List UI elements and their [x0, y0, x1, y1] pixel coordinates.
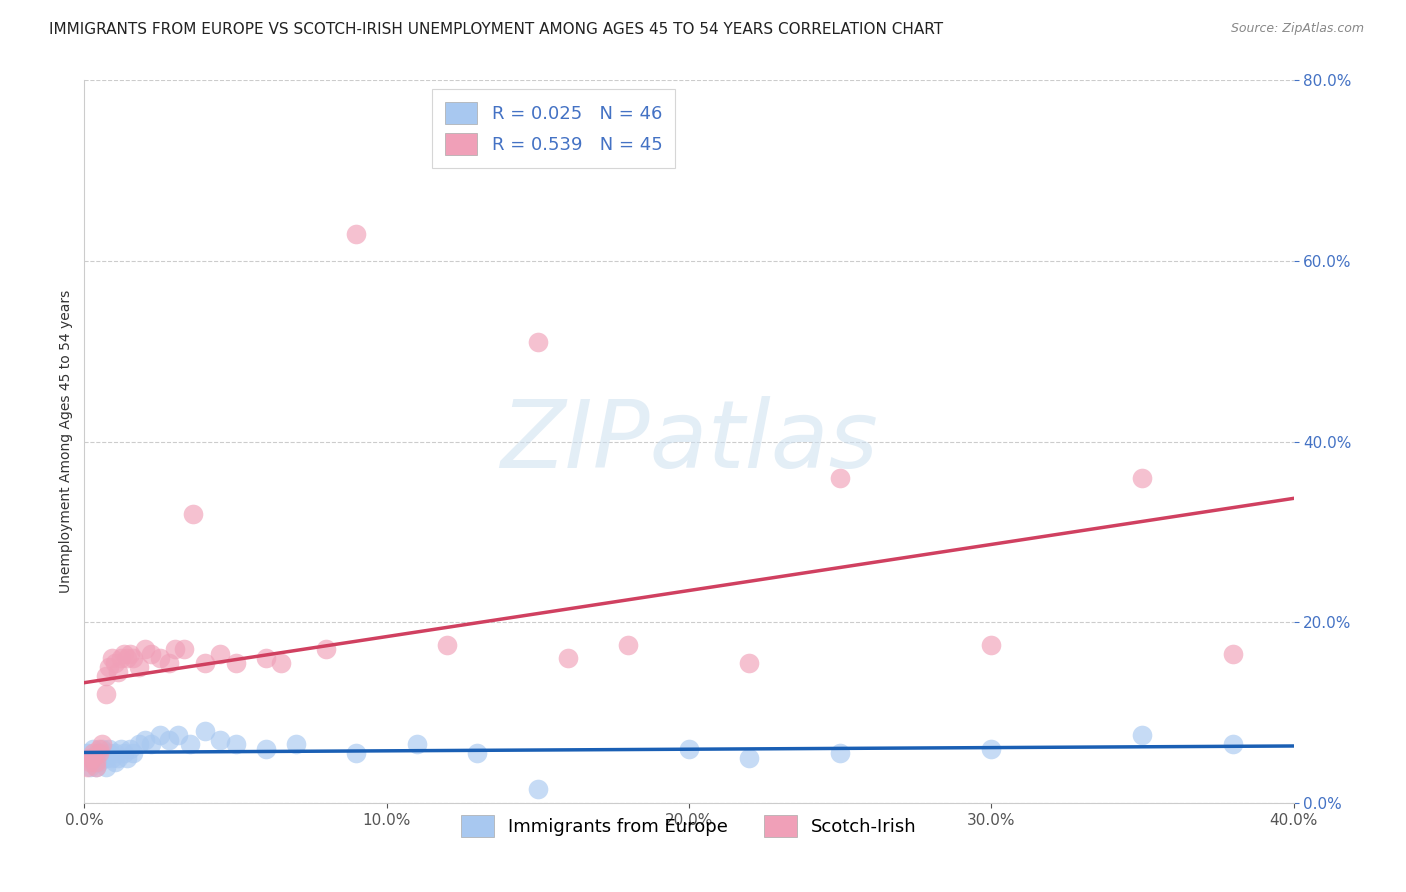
Point [89, 746, 111, 760]
Point [115, 651, 138, 665]
Point [94, 687, 117, 701]
Point [1130, 728, 1153, 742]
Point [346, 746, 368, 760]
Point [94, 750, 117, 764]
Point [82, 750, 104, 764]
Point [89, 746, 111, 760]
Point [100, 651, 122, 665]
Point [285, 737, 308, 751]
Point [406, 737, 429, 751]
Point [1222, 737, 1244, 751]
Point [165, 642, 187, 657]
Point [527, 335, 550, 350]
Point [107, 665, 129, 679]
Point [82, 741, 104, 756]
Point [97, 660, 120, 674]
Point [121, 746, 143, 760]
Point [94, 669, 117, 683]
Point [467, 746, 489, 760]
Point [82, 746, 104, 760]
Point [225, 656, 247, 670]
Point [346, 227, 368, 241]
Point [738, 750, 761, 764]
Point [617, 638, 640, 652]
Point [527, 782, 550, 797]
Legend: Immigrants from Europe, Scotch-Irish: Immigrants from Europe, Scotch-Irish [454, 808, 924, 845]
Point [225, 737, 247, 751]
Y-axis label: Unemployment Among Ages 45 to 54 years: Unemployment Among Ages 45 to 54 years [59, 290, 73, 593]
Point [79, 755, 101, 769]
Point [149, 728, 172, 742]
Point [110, 741, 132, 756]
Point [134, 642, 156, 657]
Point [738, 656, 761, 670]
Point [112, 647, 135, 661]
Text: IMMIGRANTS FROM EUROPE VS SCOTCH-IRISH UNEMPLOYMENT AMONG AGES 45 TO 54 YEARS CO: IMMIGRANTS FROM EUROPE VS SCOTCH-IRISH U… [49, 22, 943, 37]
Point [194, 656, 217, 670]
Point [89, 755, 111, 769]
Point [1222, 647, 1244, 661]
Point [557, 651, 579, 665]
Point [254, 741, 277, 756]
Point [1130, 471, 1153, 485]
Point [91, 737, 114, 751]
Text: Source: ZipAtlas.com: Source: ZipAtlas.com [1230, 22, 1364, 36]
Point [104, 746, 127, 760]
Point [86, 760, 108, 774]
Point [179, 737, 201, 751]
Point [79, 750, 101, 764]
Point [89, 741, 111, 756]
Point [436, 638, 458, 652]
Point [149, 651, 172, 665]
Point [139, 647, 162, 661]
Point [97, 746, 120, 760]
Point [118, 741, 141, 756]
Point [121, 651, 143, 665]
Point [167, 728, 190, 742]
Point [97, 741, 120, 756]
Point [76, 760, 98, 774]
Point [980, 741, 1002, 756]
Point [104, 755, 127, 769]
Point [173, 642, 195, 657]
Point [980, 638, 1002, 652]
Point [100, 750, 122, 764]
Point [830, 471, 852, 485]
Point [270, 656, 292, 670]
Point [104, 656, 127, 670]
Text: ZIPatlas: ZIPatlas [501, 396, 877, 487]
Point [194, 723, 217, 738]
Point [79, 760, 101, 774]
Point [115, 750, 138, 764]
Point [110, 651, 132, 665]
Point [139, 737, 162, 751]
Point [254, 651, 277, 665]
Point [134, 732, 156, 747]
Point [209, 732, 232, 747]
Point [315, 642, 337, 657]
Point [107, 750, 129, 764]
Point [157, 732, 180, 747]
Point [86, 750, 108, 764]
Point [79, 750, 101, 764]
Point [181, 507, 204, 521]
Point [94, 760, 117, 774]
Point [86, 755, 108, 769]
Point [128, 660, 150, 674]
Point [76, 746, 98, 760]
Point [112, 746, 135, 760]
Point [86, 760, 108, 774]
Point [82, 755, 104, 769]
Point [678, 741, 700, 756]
Point [209, 647, 232, 661]
Point [118, 647, 141, 661]
Point [91, 741, 114, 756]
Point [128, 737, 150, 751]
Point [91, 750, 114, 764]
Point [157, 656, 180, 670]
Point [830, 746, 852, 760]
